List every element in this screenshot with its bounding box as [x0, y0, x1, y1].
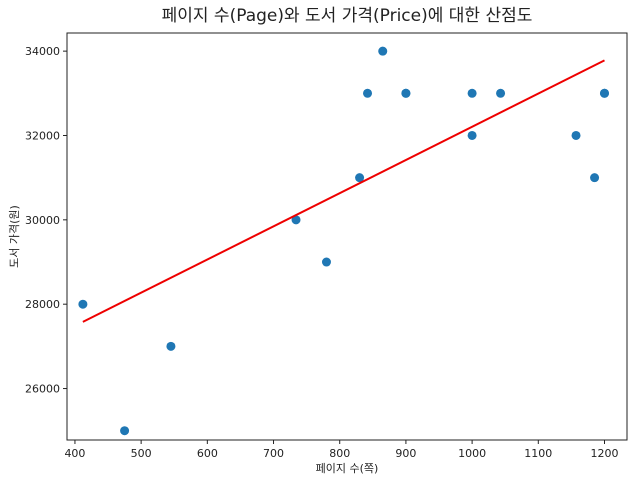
data-point: [590, 173, 600, 183]
x-tick-label: 800: [329, 447, 350, 460]
data-point: [599, 88, 609, 98]
y-tick-label: 30000: [25, 214, 60, 227]
x-tick-label: 900: [395, 447, 416, 460]
data-point: [78, 299, 88, 309]
y-tick-label: 34000: [25, 45, 60, 58]
x-tick-label: 1100: [524, 447, 552, 460]
data-point: [321, 257, 331, 267]
y-axis-label: 도서 가격(원): [8, 205, 21, 268]
plot-frame: [66, 32, 628, 441]
y-tick-label: 32000: [25, 129, 60, 142]
data-point: [467, 130, 477, 140]
x-tick-label: 1200: [590, 447, 618, 460]
x-axis-label: 페이지 수(쪽): [316, 462, 379, 475]
x-tick-label: 700: [263, 447, 284, 460]
regression-line: [82, 59, 605, 323]
data-point: [571, 130, 581, 140]
chart-title: 페이지 수(Page)와 도서 가격(Price)에 대한 산점도: [162, 6, 533, 26]
scatter-points: [78, 46, 609, 436]
x-tick-label: 600: [197, 447, 218, 460]
data-point: [291, 215, 301, 225]
y-axis: 26000 28000 30000 32000 34000: [25, 45, 67, 396]
plot-area: 400 500 600 700 800 900 1000 1100 1200 26000 2800…: [25, 32, 628, 460]
data-point: [120, 426, 130, 436]
data-point: [467, 88, 477, 98]
x-tick-label: 1000: [458, 447, 486, 460]
x-axis: 400 500 600 700 800 900 1000 1100 1200: [64, 440, 618, 460]
y-tick-label: 28000: [25, 298, 60, 311]
data-point: [496, 88, 506, 98]
data-point: [363, 88, 373, 98]
data-point: [355, 173, 365, 183]
data-point: [166, 341, 176, 351]
y-tick-label: 26000: [25, 383, 60, 396]
x-tick-label: 500: [131, 447, 152, 460]
x-tick-label: 400: [64, 447, 85, 460]
data-point: [401, 88, 411, 98]
data-point: [378, 46, 388, 56]
